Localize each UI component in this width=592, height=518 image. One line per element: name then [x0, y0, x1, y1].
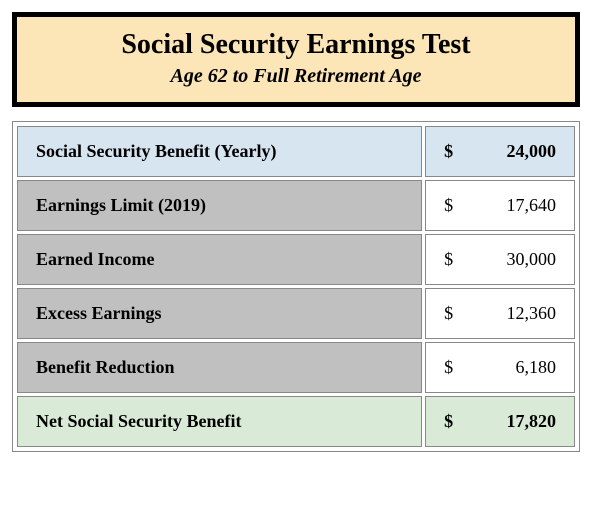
earnings-table: Social Security Benefit (Yearly) $ 24,00… [12, 121, 580, 452]
row-value: $ 12,360 [425, 288, 575, 339]
table-row: Earnings Limit (2019) $ 17,640 [17, 180, 575, 231]
row-value: $ 6,180 [425, 342, 575, 393]
row-label: Earned Income [17, 234, 422, 285]
row-value: $ 17,640 [425, 180, 575, 231]
row-label: Earnings Limit (2019) [17, 180, 422, 231]
header-box: Social Security Earnings Test Age 62 to … [12, 12, 580, 107]
currency-symbol: $ [444, 141, 453, 162]
value-number: 6,180 [516, 357, 557, 378]
table-row: Excess Earnings $ 12,360 [17, 288, 575, 339]
value-number: 12,360 [507, 303, 557, 324]
value-number: 24,000 [507, 141, 557, 162]
value-number: 17,820 [507, 411, 557, 432]
header-title: Social Security Earnings Test [37, 29, 555, 61]
row-label: Benefit Reduction [17, 342, 422, 393]
table-row: Net Social Security Benefit $ 17,820 [17, 396, 575, 447]
currency-symbol: $ [444, 303, 453, 324]
header-subtitle: Age 62 to Full Retirement Age [37, 65, 555, 88]
row-value: $ 24,000 [425, 126, 575, 177]
row-label: Net Social Security Benefit [17, 396, 422, 447]
table-row: Social Security Benefit (Yearly) $ 24,00… [17, 126, 575, 177]
table-row: Earned Income $ 30,000 [17, 234, 575, 285]
currency-symbol: $ [444, 357, 453, 378]
row-value: $ 17,820 [425, 396, 575, 447]
currency-symbol: $ [444, 195, 453, 216]
row-label: Social Security Benefit (Yearly) [17, 126, 422, 177]
currency-symbol: $ [444, 411, 453, 432]
value-number: 17,640 [507, 195, 557, 216]
table-row: Benefit Reduction $ 6,180 [17, 342, 575, 393]
value-number: 30,000 [507, 249, 557, 270]
currency-symbol: $ [444, 249, 453, 270]
row-value: $ 30,000 [425, 234, 575, 285]
row-label: Excess Earnings [17, 288, 422, 339]
